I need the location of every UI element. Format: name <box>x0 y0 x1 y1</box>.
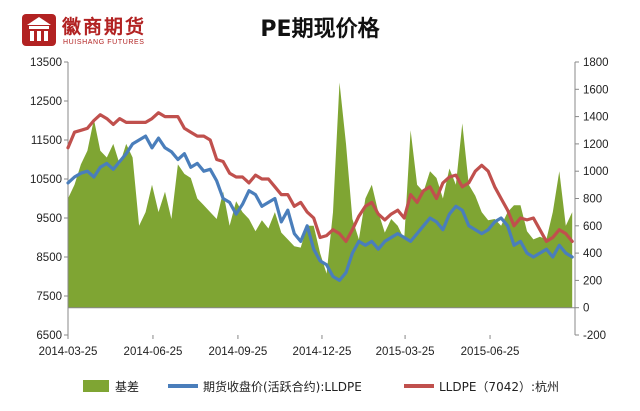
y-right-tick-label: 0 <box>583 303 589 315</box>
legend-label-basis: 基差 <box>115 380 139 394</box>
basis-area-layer <box>68 82 573 308</box>
series-futures-line <box>66 134 574 282</box>
legend-label-spot: LLDPE（7042）:杭州 <box>439 379 559 394</box>
y-axis-left-ticks: 6500 7500 8500 9500 10500 11500 12500 13500 <box>30 57 68 342</box>
legend-swatch-basis <box>83 380 109 392</box>
x-tick-label: 2014-12-25 <box>293 346 352 358</box>
y-left-tick-label: 8500 <box>36 252 62 264</box>
y-left-tick-label: 6500 <box>36 330 62 342</box>
y-left-tick-label: 11500 <box>31 135 62 147</box>
y-left-tick-label: 9500 <box>36 213 62 225</box>
company-logo: 徽商期货 HUISHANG FUTURES <box>22 14 146 46</box>
y-right-tick-label: 1800 <box>583 57 609 69</box>
y-right-tick-label: 1000 <box>583 166 609 178</box>
y-right-tick-label: 800 <box>583 194 602 206</box>
y-right-tick-label: 200 <box>583 275 602 287</box>
y-left-tick-label: 12500 <box>30 96 62 108</box>
y-right-tick-label: 400 <box>583 248 602 260</box>
series-basis-area <box>68 82 573 308</box>
legend: 基差 期货收盘价(活跃合约):LLDPE LLDPE（7042）:杭州 <box>83 379 559 394</box>
y-left-tick-label: 7500 <box>36 291 62 303</box>
logo-cn-text: 徽商期货 <box>61 15 146 38</box>
y-right-tick-label: 1200 <box>583 139 609 151</box>
legend-label-futures: 期货收盘价(活跃合约):LLDPE <box>203 379 362 394</box>
y-left-tick-label: 10500 <box>30 174 62 186</box>
x-tick-label: 2014-03-25 <box>39 346 98 358</box>
x-tick-label: 2015-06-25 <box>461 346 520 358</box>
price-lines-layer <box>66 111 574 282</box>
x-tick-label: 2014-06-25 <box>124 346 183 358</box>
logo-en-text: HUISHANG FUTURES <box>63 39 145 46</box>
x-tick-label: 2014-09-25 <box>209 346 268 358</box>
chart-title: PE期现价格 <box>260 16 380 42</box>
x-tick-label: 2015-03-25 <box>376 346 435 358</box>
y-right-tick-label: 1600 <box>583 84 609 96</box>
y-right-tick-label: -200 <box>583 330 606 342</box>
series-spot-line <box>66 111 574 243</box>
y-left-tick-label: 13500 <box>30 57 62 69</box>
y-right-tick-label: 1400 <box>583 112 609 124</box>
x-axis-ticks: 2014-03-25 2014-06-25 2014-09-25 2014-12-25… <box>39 335 520 358</box>
y-axis-right-ticks: -200 0 200 400 600 800 1000 1200 1400 1600 1800 <box>575 57 609 342</box>
y-right-tick-label: 600 <box>583 221 602 233</box>
